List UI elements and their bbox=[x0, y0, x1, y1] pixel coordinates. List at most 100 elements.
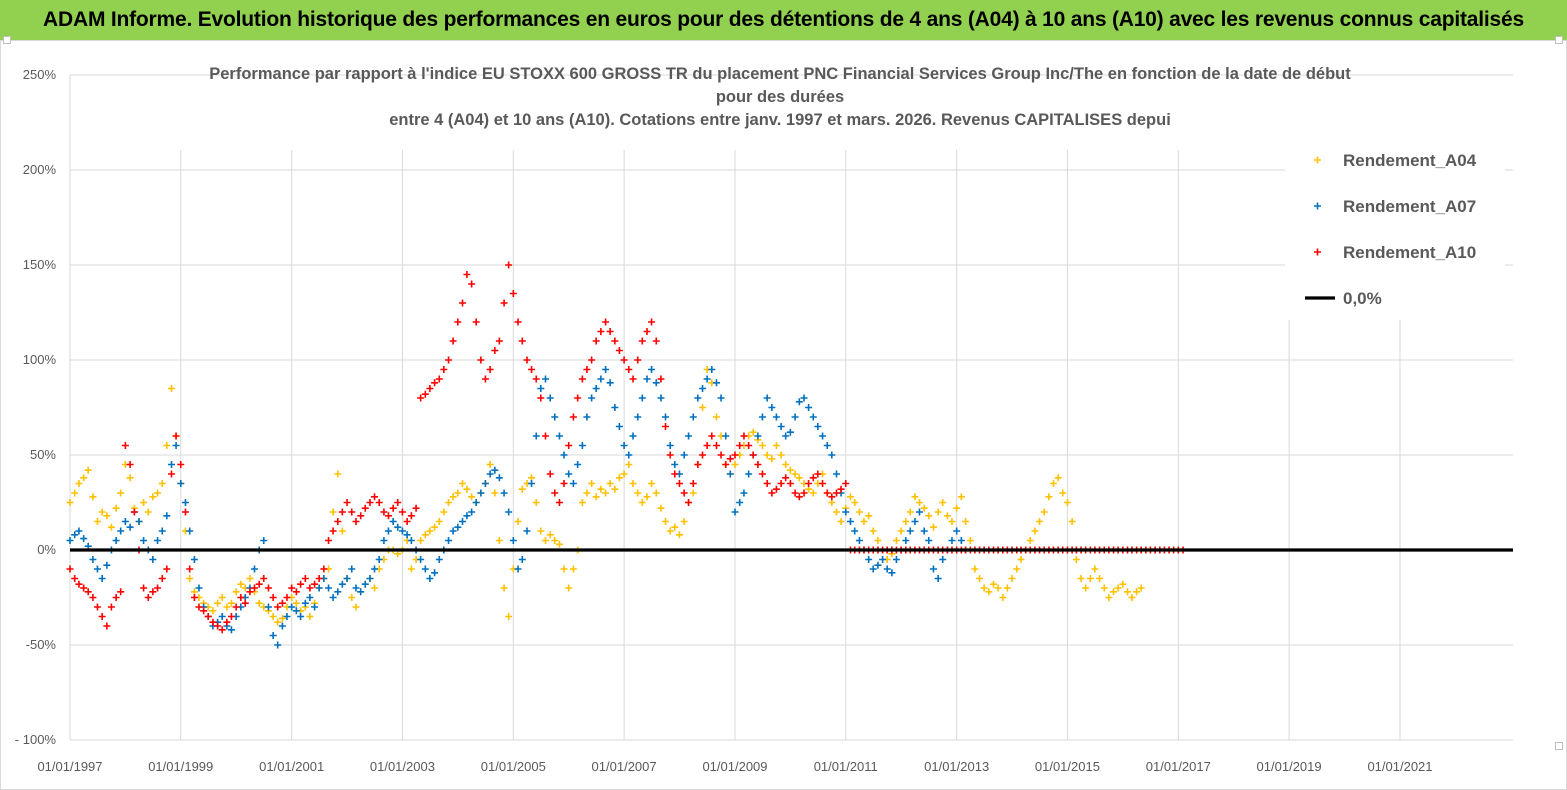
data-point bbox=[786, 480, 794, 487]
data-point bbox=[1077, 575, 1085, 582]
data-point bbox=[745, 442, 753, 449]
data-point bbox=[352, 603, 360, 611]
data-point bbox=[565, 442, 573, 449]
x-tick-label: 01/01/1997 bbox=[37, 759, 102, 774]
data-point bbox=[902, 518, 910, 525]
data-point bbox=[200, 607, 208, 615]
data-point bbox=[652, 379, 660, 387]
data-point bbox=[606, 379, 614, 387]
data-point bbox=[431, 379, 439, 387]
data-point bbox=[477, 356, 485, 364]
data-point bbox=[528, 480, 536, 487]
data-point bbox=[708, 432, 716, 440]
legend-label: Rendement_A10 bbox=[1343, 243, 1476, 262]
data-point bbox=[435, 375, 443, 383]
data-point bbox=[772, 442, 780, 449]
data-point bbox=[523, 527, 531, 535]
data-point bbox=[694, 461, 702, 468]
data-point bbox=[805, 480, 813, 487]
data-point bbox=[592, 493, 600, 501]
data-point bbox=[541, 432, 549, 440]
data-point bbox=[241, 599, 249, 607]
data-point bbox=[172, 442, 180, 449]
data-point bbox=[745, 470, 753, 478]
data-point bbox=[250, 584, 258, 592]
data-point bbox=[89, 594, 97, 601]
data-point bbox=[366, 575, 374, 582]
data-point bbox=[833, 489, 841, 497]
data-point bbox=[269, 594, 277, 601]
data-point bbox=[278, 622, 286, 630]
chart-resize-handle-top-right[interactable] bbox=[1555, 36, 1563, 44]
data-point bbox=[846, 493, 854, 501]
data-point bbox=[491, 466, 499, 474]
data-point bbox=[925, 512, 933, 520]
data-point bbox=[218, 613, 226, 620]
data-point bbox=[154, 489, 162, 497]
data-point bbox=[740, 432, 748, 440]
data-point bbox=[800, 489, 808, 497]
data-point bbox=[625, 366, 633, 373]
data-point bbox=[643, 493, 651, 501]
data-point bbox=[592, 385, 600, 392]
data-point bbox=[384, 512, 392, 520]
data-point bbox=[597, 485, 605, 493]
data-point bbox=[578, 442, 586, 449]
data-point bbox=[403, 518, 411, 525]
data-point bbox=[731, 451, 739, 459]
data-point bbox=[712, 379, 720, 387]
data-point bbox=[1013, 565, 1021, 573]
data-point bbox=[306, 584, 314, 592]
data-point bbox=[500, 489, 508, 497]
data-point bbox=[638, 337, 646, 345]
chart-resize-handle-top-left[interactable] bbox=[3, 36, 11, 44]
data-point bbox=[389, 518, 397, 525]
data-point bbox=[555, 499, 563, 506]
data-point bbox=[218, 594, 226, 601]
data-point bbox=[214, 622, 222, 630]
data-point bbox=[541, 537, 549, 544]
data-point bbox=[768, 455, 776, 463]
data-point bbox=[417, 394, 425, 402]
data-point bbox=[911, 518, 919, 525]
data-point bbox=[417, 556, 425, 563]
data-point bbox=[121, 518, 129, 525]
data-point bbox=[297, 580, 305, 588]
data-point bbox=[468, 493, 476, 501]
data-point bbox=[546, 394, 554, 402]
data-point bbox=[1045, 493, 1053, 501]
data-point bbox=[348, 565, 356, 573]
data-point bbox=[597, 375, 605, 383]
data-point bbox=[394, 499, 402, 506]
data-point bbox=[126, 474, 134, 482]
data-point bbox=[112, 594, 120, 601]
data-point bbox=[939, 499, 947, 506]
data-point bbox=[255, 599, 263, 607]
series-rendement-a07 bbox=[66, 366, 970, 649]
data-point bbox=[71, 531, 79, 539]
data-point bbox=[971, 565, 979, 573]
data-point bbox=[892, 537, 900, 544]
data-point bbox=[218, 626, 226, 634]
data-point bbox=[398, 527, 406, 535]
data-point bbox=[223, 603, 231, 611]
data-point bbox=[468, 508, 476, 516]
data-point bbox=[777, 480, 785, 487]
data-point bbox=[459, 480, 467, 487]
legend-label: Rendement_A04 bbox=[1343, 151, 1477, 170]
data-point bbox=[588, 394, 596, 402]
data-point bbox=[371, 565, 379, 573]
data-point bbox=[514, 518, 522, 525]
data-point bbox=[463, 271, 471, 278]
data-point bbox=[1026, 537, 1034, 544]
x-tick-label: 01/01/2015 bbox=[1035, 759, 1100, 774]
data-point bbox=[186, 527, 194, 535]
data-point bbox=[445, 499, 453, 506]
data-point bbox=[814, 423, 822, 430]
data-point bbox=[638, 499, 646, 506]
data-point bbox=[786, 428, 794, 436]
chart-resize-handle-right[interactable] bbox=[1555, 742, 1563, 750]
data-point bbox=[717, 394, 725, 402]
data-point bbox=[726, 470, 734, 478]
data-point bbox=[652, 489, 660, 497]
